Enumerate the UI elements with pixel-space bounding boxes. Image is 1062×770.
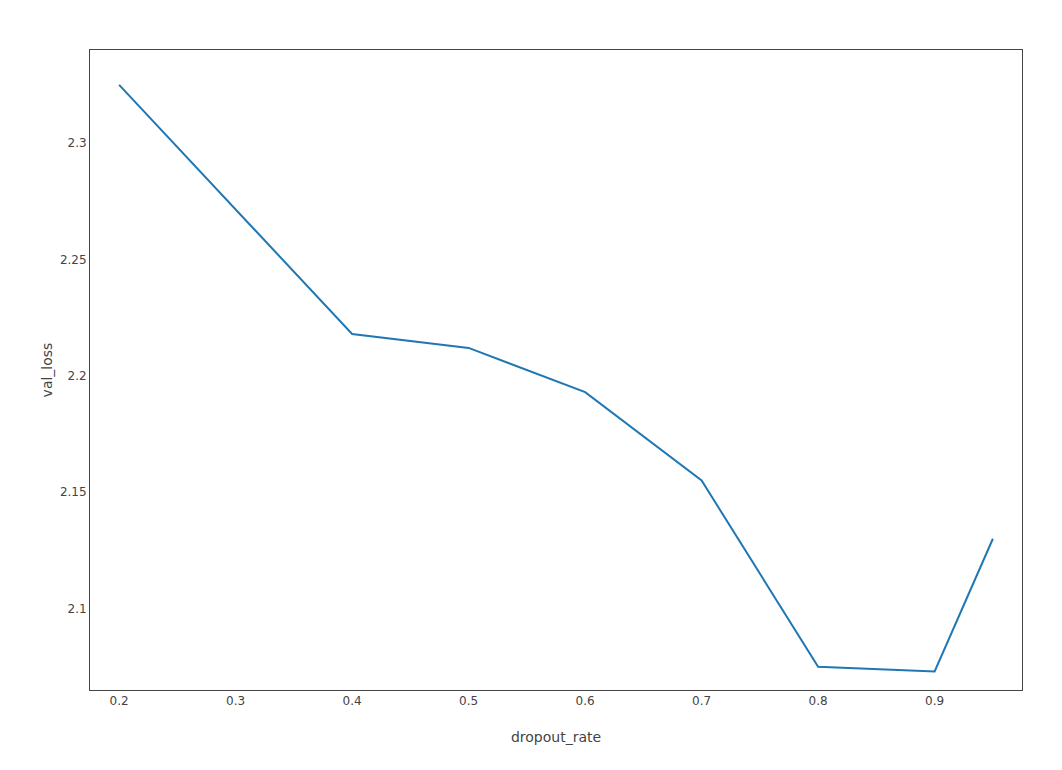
svg-text:0.3: 0.3 (226, 694, 245, 708)
svg-text:0.9: 0.9 (925, 694, 944, 708)
svg-text:2.15: 2.15 (60, 485, 87, 499)
svg-text:val_loss: val_loss (39, 343, 55, 398)
svg-text:0.5: 0.5 (459, 694, 478, 708)
svg-text:dropout_rate: dropout_rate (511, 729, 601, 745)
svg-text:2.1: 2.1 (68, 602, 87, 616)
svg-text:0.8: 0.8 (809, 694, 828, 708)
svg-text:0.2: 0.2 (110, 694, 129, 708)
svg-text:0.6: 0.6 (576, 694, 595, 708)
svg-text:0.7: 0.7 (692, 694, 711, 708)
svg-text:2.3: 2.3 (68, 136, 87, 150)
svg-text:2.25: 2.25 (60, 253, 87, 267)
svg-text:2.2: 2.2 (68, 369, 87, 383)
svg-text:0.4: 0.4 (343, 694, 362, 708)
